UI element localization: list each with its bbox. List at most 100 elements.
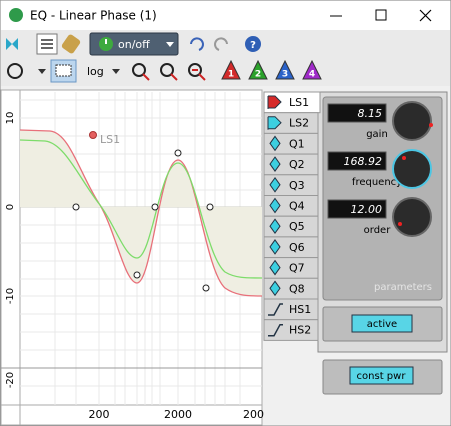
value-display (327, 199, 387, 219)
y-label: 0 (5, 204, 16, 210)
value: 12.00 (351, 203, 383, 216)
x-label: 2000 (164, 408, 192, 421)
scale-dropdown[interactable] (112, 69, 120, 74)
help-glyph: ? (250, 40, 256, 51)
control-point[interactable] (174, 149, 182, 157)
band-button[interactable] (248, 59, 268, 80)
band-number: 4 (309, 70, 315, 80)
zoom-out[interactable] (188, 63, 202, 77)
peak-icon (269, 239, 281, 255)
eraser-icon[interactable] (61, 33, 82, 54)
tab-label: Q3 (289, 179, 305, 192)
undo[interactable] (190, 37, 204, 51)
zoom-handles (142, 69, 206, 81)
knob[interactable] (392, 149, 432, 189)
tab-label: HS2 (289, 324, 311, 337)
power-button[interactable] (89, 32, 179, 56)
value: 168.92 (344, 155, 383, 168)
y-label: 10 (5, 112, 16, 125)
shelf-icon (268, 323, 283, 337)
peak-icon (269, 135, 281, 152)
active-button[interactable] (351, 314, 413, 333)
response-fill (20, 130, 262, 296)
control-points (72, 149, 214, 292)
tab-label: LS1 (289, 96, 309, 109)
x-label: 200 (243, 408, 264, 421)
band-button[interactable] (302, 59, 322, 80)
response-curve (19, 129, 263, 297)
window-title: EQ - Linear Phase (1) (30, 9, 157, 23)
tab-label: LS2 (289, 117, 309, 130)
tab-label: Q1 (289, 137, 305, 150)
parameters-title: parameters (374, 282, 432, 293)
peak-icon (269, 176, 281, 193)
zoom-reset[interactable] (160, 63, 174, 77)
control-point[interactable] (202, 284, 210, 292)
tab[interactable] (263, 319, 319, 341)
parameter-box (322, 96, 443, 301)
tab-label: Q2 (289, 158, 305, 171)
const-pwr-label: const pwr (357, 371, 407, 382)
value-display (327, 103, 387, 123)
value-display (327, 151, 387, 171)
scale-label[interactable]: log (87, 65, 104, 78)
control-point[interactable] (151, 203, 159, 211)
tab-label: HS1 (289, 303, 311, 316)
band-tabs: LS1 LS2 Q1 Q2 Q3 Q4 Q5 Q6 Q7 Q8 HS1 HS2 (263, 91, 321, 341)
knob-indicator (429, 123, 433, 127)
power-label: on/off (118, 38, 150, 51)
x-label: 200 (89, 408, 110, 421)
zoom-fit[interactable] (132, 63, 146, 77)
const-pwr-button[interactable] (349, 366, 414, 385)
power-dropdown[interactable] (166, 42, 174, 47)
knob[interactable] (392, 197, 432, 237)
value: 8.15 (358, 107, 383, 120)
band-number: 2 (255, 70, 261, 80)
help[interactable] (245, 36, 261, 52)
band-curve (19, 139, 263, 279)
control-point[interactable] (206, 203, 214, 211)
pin-icon[interactable] (6, 38, 18, 50)
band-buttons: 1 2 3 4 (221, 59, 322, 80)
zoom-tool[interactable] (7, 63, 23, 79)
control-label: order (364, 225, 392, 236)
shelf-icon (268, 303, 283, 316)
knob[interactable] (392, 101, 432, 141)
maximize[interactable] (375, 9, 387, 21)
tab-label: Q5 (289, 220, 305, 233)
band-number: 3 (282, 70, 288, 80)
knob-indicator (398, 222, 402, 226)
control-label: frequency (352, 177, 402, 188)
controls: 8.15 gain 168.92 frequency 12.00 order (327, 101, 433, 237)
marker-label: LS1 (100, 133, 120, 146)
band-number: 1 (228, 70, 234, 80)
peak-icon (269, 197, 281, 214)
selected-point[interactable] (89, 131, 97, 139)
knob-indicator (402, 156, 406, 160)
control-label: gain (366, 129, 388, 140)
peak-icon (269, 280, 281, 297)
redo[interactable] (214, 37, 228, 51)
tab-label: Q7 (289, 262, 305, 275)
zoom-buttons (132, 63, 206, 81)
close[interactable] (419, 9, 432, 22)
zoom-dropdown[interactable] (38, 69, 46, 74)
tab-label: Q4 (289, 200, 305, 213)
peak-icon (269, 156, 281, 172)
shelf-icon (267, 116, 282, 130)
y-label: -20 (5, 372, 16, 388)
peak-icon (269, 218, 281, 235)
settings-icon (41, 39, 53, 49)
active-label: active (367, 319, 397, 330)
control-point[interactable] (72, 203, 80, 211)
tab-label: Q8 (289, 282, 305, 295)
band-button[interactable] (221, 59, 241, 80)
control-point[interactable] (133, 271, 141, 279)
y-label: -10 (5, 288, 16, 304)
band-button[interactable] (275, 59, 295, 80)
app-icon (9, 8, 23, 22)
tab-label: Q6 (289, 241, 305, 254)
shelf-icon (267, 95, 282, 109)
display-icon (55, 64, 72, 77)
